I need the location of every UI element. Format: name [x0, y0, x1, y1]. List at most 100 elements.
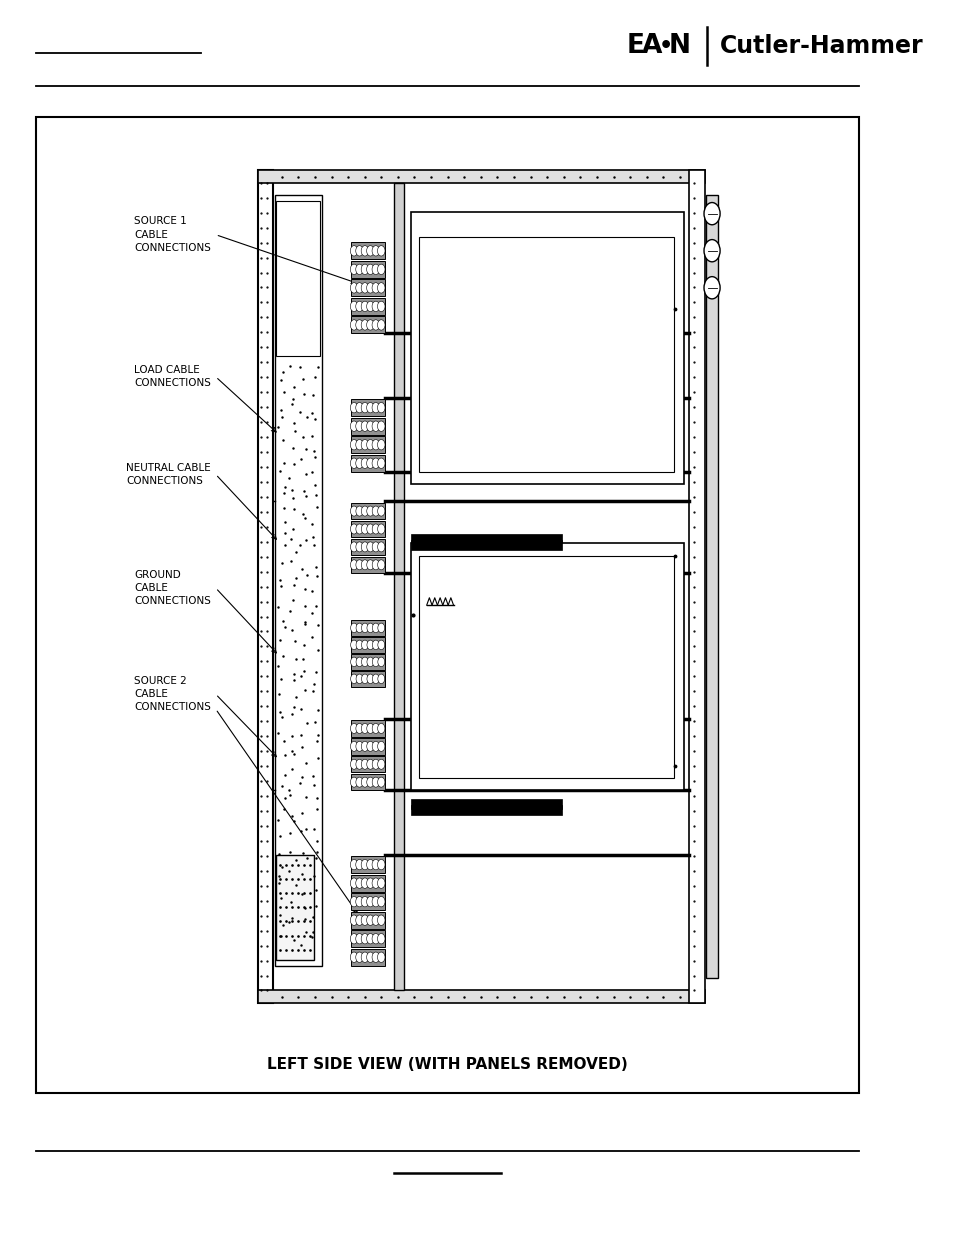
Bar	[351, 655, 384, 669]
Bar	[275, 855, 314, 960]
Circle shape	[377, 559, 384, 569]
Circle shape	[350, 724, 357, 734]
Circle shape	[355, 264, 363, 274]
Bar	[351, 417, 384, 435]
Bar	[351, 774, 384, 790]
Circle shape	[355, 246, 363, 256]
Circle shape	[361, 440, 368, 450]
Circle shape	[366, 915, 374, 925]
Circle shape	[372, 878, 379, 888]
Bar	[411, 534, 561, 543]
Bar	[36, 117, 858, 1093]
Circle shape	[355, 542, 363, 552]
Circle shape	[351, 640, 357, 650]
Bar	[351, 298, 384, 315]
Bar	[351, 538, 384, 556]
Circle shape	[372, 952, 379, 962]
Circle shape	[377, 264, 385, 274]
Circle shape	[361, 524, 368, 534]
Circle shape	[372, 760, 379, 769]
Circle shape	[377, 915, 385, 925]
Circle shape	[377, 320, 385, 330]
Circle shape	[366, 524, 374, 534]
Bar	[257, 170, 273, 1003]
Bar	[351, 930, 384, 947]
Bar	[351, 620, 384, 636]
Circle shape	[366, 777, 374, 787]
Circle shape	[372, 542, 379, 552]
Circle shape	[377, 440, 385, 450]
Circle shape	[361, 674, 368, 684]
Circle shape	[350, 264, 357, 274]
Circle shape	[367, 657, 374, 667]
Circle shape	[366, 283, 374, 293]
Circle shape	[361, 421, 368, 431]
Circle shape	[372, 506, 379, 516]
Circle shape	[366, 542, 374, 552]
Circle shape	[355, 897, 363, 906]
Circle shape	[372, 421, 379, 431]
Circle shape	[703, 240, 720, 262]
Circle shape	[366, 246, 374, 256]
Circle shape	[355, 724, 363, 734]
Circle shape	[372, 264, 379, 274]
Circle shape	[361, 724, 368, 734]
Circle shape	[372, 624, 379, 632]
Circle shape	[366, 760, 374, 769]
Circle shape	[351, 674, 357, 684]
Circle shape	[372, 724, 379, 734]
Bar	[351, 874, 384, 892]
Circle shape	[361, 624, 368, 632]
Circle shape	[355, 777, 363, 787]
Text: NEUTRAL CABLE
CONNECTIONS: NEUTRAL CABLE CONNECTIONS	[126, 463, 211, 485]
Circle shape	[377, 724, 384, 734]
Bar	[351, 911, 384, 929]
Circle shape	[377, 301, 385, 311]
Bar	[351, 671, 384, 687]
Bar	[351, 261, 384, 278]
Text: E: E	[625, 33, 643, 59]
Circle shape	[350, 458, 357, 468]
Circle shape	[361, 777, 368, 787]
Circle shape	[377, 674, 384, 684]
Text: LOAD CABLE
CONNECTIONS: LOAD CABLE CONNECTIONS	[134, 366, 211, 388]
Circle shape	[372, 458, 379, 468]
Circle shape	[350, 301, 357, 311]
Circle shape	[350, 777, 357, 787]
Circle shape	[377, 506, 384, 516]
Circle shape	[351, 624, 357, 632]
Circle shape	[350, 741, 357, 751]
Circle shape	[350, 440, 357, 450]
Bar	[257, 170, 704, 183]
Bar	[351, 521, 384, 537]
Circle shape	[372, 741, 379, 751]
Bar	[394, 183, 404, 990]
Circle shape	[350, 246, 357, 256]
Circle shape	[350, 860, 357, 869]
Circle shape	[350, 524, 357, 534]
Circle shape	[377, 741, 384, 751]
Circle shape	[361, 952, 368, 962]
Circle shape	[367, 624, 374, 632]
Circle shape	[350, 506, 357, 516]
Circle shape	[355, 674, 362, 684]
Circle shape	[366, 860, 374, 869]
Circle shape	[703, 277, 720, 299]
Text: SOURCE 2
CABLE
CONNECTIONS: SOURCE 2 CABLE CONNECTIONS	[134, 676, 211, 713]
Circle shape	[361, 403, 368, 412]
Circle shape	[377, 878, 385, 888]
Circle shape	[355, 506, 363, 516]
Circle shape	[377, 640, 384, 650]
Circle shape	[355, 760, 363, 769]
Circle shape	[355, 860, 363, 869]
Circle shape	[361, 657, 368, 667]
Circle shape	[361, 860, 368, 869]
Circle shape	[361, 246, 368, 256]
Circle shape	[355, 559, 363, 569]
Circle shape	[377, 246, 385, 256]
Circle shape	[350, 915, 357, 925]
Circle shape	[372, 897, 379, 906]
Bar	[688, 170, 704, 1003]
Circle shape	[366, 952, 374, 962]
Circle shape	[366, 301, 374, 311]
